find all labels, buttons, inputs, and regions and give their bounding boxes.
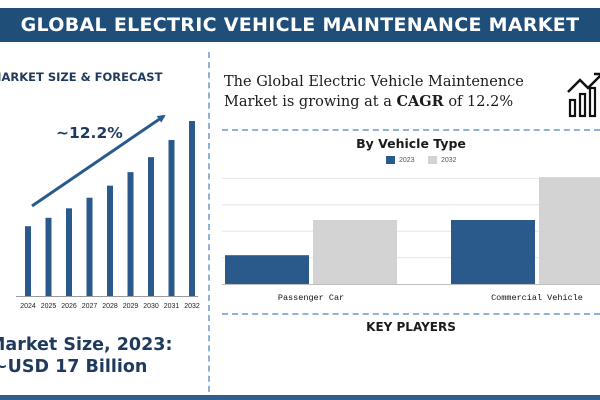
forecast-bar-2032 bbox=[189, 120, 195, 296]
vehicle-bar-commercial-vehicle-2032 bbox=[539, 177, 600, 284]
legend-swatch-2032 bbox=[428, 156, 437, 164]
legend-swatch-2023 bbox=[386, 156, 395, 164]
growth-chart-icon bbox=[567, 72, 600, 118]
page-title: GLOBAL ELECTRIC VEHICLE MAINTENANCE MARK… bbox=[0, 8, 600, 42]
forecast-bar-2025 bbox=[45, 217, 52, 296]
cagr-annotation: ~12.2% bbox=[56, 124, 123, 142]
forecast-bar-2026 bbox=[66, 208, 72, 296]
bottom-border bbox=[0, 395, 600, 400]
forecast-bar-2024 bbox=[25, 226, 31, 296]
statement-suffix: of 12.2% bbox=[443, 94, 514, 110]
forecast-x-axis: 2024 2025 2026 2027 2028 2029 2030 2031 2032 bbox=[16, 296, 200, 310]
legend-item-2032: 2032 bbox=[428, 156, 457, 164]
forecast-bar-2031 bbox=[168, 139, 175, 296]
market-size-callout: Market Size, 2023: ~USD 17 Billion bbox=[0, 334, 208, 378]
market-size-value: ~USD 17 Billion bbox=[0, 357, 148, 377]
horizontal-divider-bottom bbox=[222, 313, 600, 315]
vehicle-type-bars bbox=[225, 177, 600, 284]
forecast-tick-label-2025: 2025 bbox=[41, 303, 57, 310]
forecast-tick-label-2024: 2024 bbox=[20, 303, 36, 310]
growth-icon-arrow bbox=[594, 72, 600, 76]
cagr-statement: The Global Electric Vehicle Maintenence … bbox=[224, 72, 544, 112]
vehicle-type-gridlines bbox=[222, 177, 600, 285]
market-size-forecast-heading: MARKET SIZE & FORECAST bbox=[0, 70, 190, 84]
statement-cagr: CAGR bbox=[396, 93, 444, 110]
forecast-tick-label-2026: 2026 bbox=[61, 303, 77, 310]
key-players-heading: KEY PLAYERS bbox=[366, 320, 456, 334]
growth-icon-bar-2 bbox=[578, 92, 587, 118]
growth-icon-bar-1 bbox=[568, 98, 577, 118]
vehicle-type-bar-chart: Passenger Car Commercial Vehicle bbox=[222, 177, 600, 303]
vehicle-bar-passenger-car-2023 bbox=[225, 255, 309, 284]
forecast-bar-2027 bbox=[86, 197, 93, 296]
legend-label-2023: 2023 bbox=[399, 156, 415, 164]
vehicle-type-x-axis: Passenger Car Commercial Vehicle bbox=[278, 293, 583, 303]
forecast-tick-label-2027: 2027 bbox=[82, 303, 98, 310]
vehicle-category-label-passenger-car: Passenger Car bbox=[278, 293, 344, 303]
vehicle-category-label-commercial-vehicle: Commercial Vehicle bbox=[491, 293, 583, 303]
vehicle-bar-commercial-vehicle-2023 bbox=[451, 220, 535, 284]
forecast-tick-label-2028: 2028 bbox=[102, 303, 118, 310]
forecast-bar-2028 bbox=[107, 185, 113, 296]
forecast-tick-label-2029: 2029 bbox=[123, 303, 139, 310]
vertical-divider bbox=[208, 52, 210, 400]
vehicle-bar-passenger-car-2032 bbox=[313, 220, 397, 284]
forecast-bar-2030 bbox=[148, 157, 154, 296]
forecast-tick-label-2031: 2031 bbox=[164, 303, 180, 310]
forecast-bars bbox=[25, 120, 195, 296]
growth-icon-bar-3 bbox=[588, 86, 597, 118]
vehicle-type-chart-title: By Vehicle Type bbox=[356, 136, 466, 151]
forecast-tick-label-2032: 2032 bbox=[184, 303, 200, 310]
statement-prefix: The Global Electric Vehicle Maintenence … bbox=[224, 74, 524, 110]
legend-item-2023: 2023 bbox=[386, 156, 415, 164]
growth-icon-trend bbox=[567, 74, 600, 93]
forecast-bar-2029 bbox=[127, 172, 134, 296]
growth-arrow bbox=[31, 114, 166, 208]
forecast-bar-chart: 2024 2025 2026 2027 2028 2029 2030 2031 2032 ~12… bbox=[16, 114, 200, 310]
legend-label-2032: 2032 bbox=[441, 156, 457, 164]
market-size-forecast-heading-text: MARKET SIZE & FORECAST bbox=[0, 70, 163, 84]
forecast-tick-label-2030: 2030 bbox=[143, 303, 159, 310]
horizontal-divider-top bbox=[222, 129, 600, 131]
market-size-label: Market Size, 2023: bbox=[0, 335, 173, 355]
